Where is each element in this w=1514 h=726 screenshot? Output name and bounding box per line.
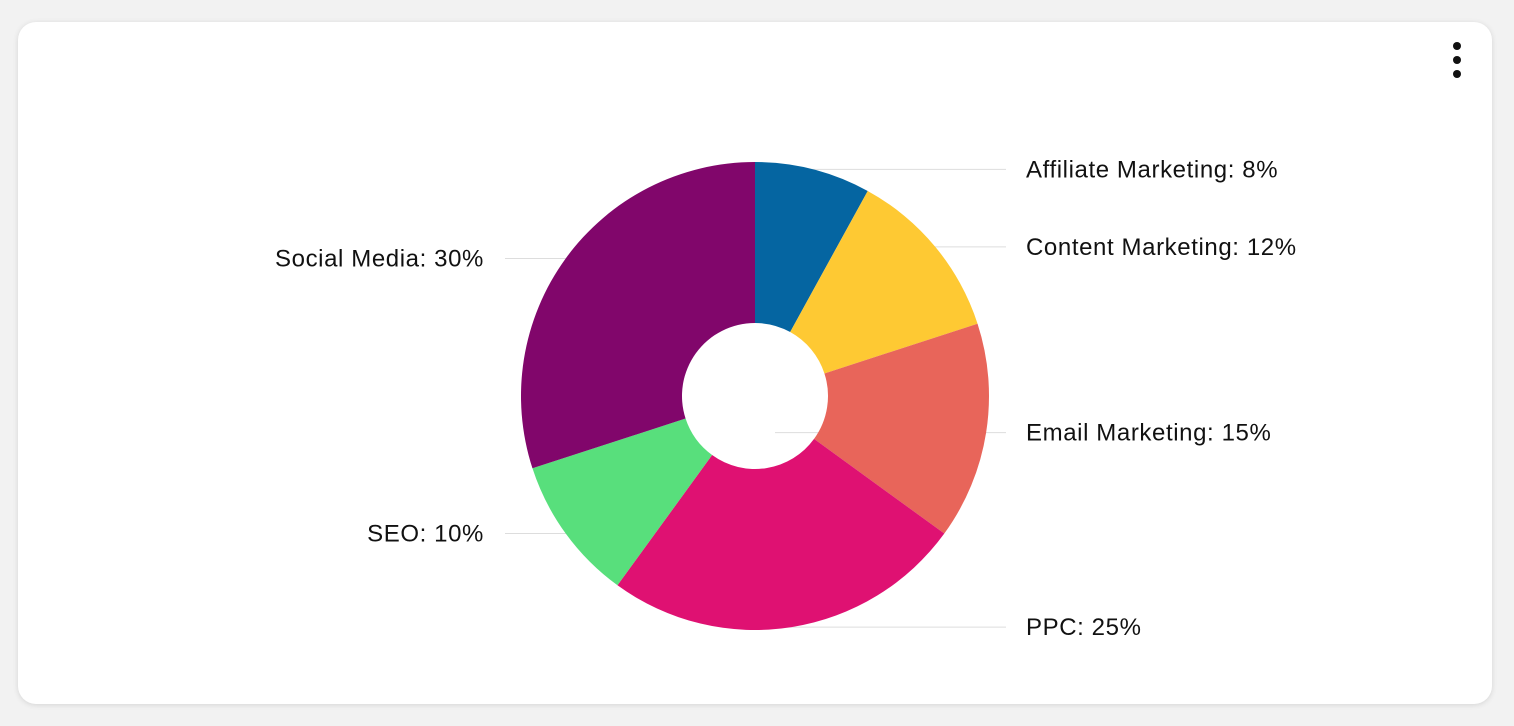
slice-social-media[interactable] [520, 162, 755, 469]
slices [520, 162, 990, 630]
slice-label: Social Media: 30% [275, 245, 484, 272]
slice-label: SEO: 10% [367, 521, 484, 548]
slice-label: PPC: 25% [1026, 614, 1142, 641]
slice-labels: Affiliate Marketing: 8% Content Marketing… [275, 156, 1297, 641]
slice-label: Email Marketing: 15% [1026, 420, 1271, 447]
slice-ppc[interactable] [617, 438, 945, 630]
slice-label: Content Marketing: 12% [1026, 234, 1297, 261]
more-vertical-icon [1453, 42, 1461, 50]
slice-seo[interactable] [532, 418, 713, 586]
slice-content-marketing[interactable] [790, 190, 978, 374]
slice-affiliate-marketing[interactable] [755, 162, 868, 333]
more-options-button[interactable] [1446, 40, 1468, 80]
slice-label: Affiliate Marketing: 8% [1026, 156, 1278, 183]
slice-email-marketing[interactable] [814, 323, 990, 534]
